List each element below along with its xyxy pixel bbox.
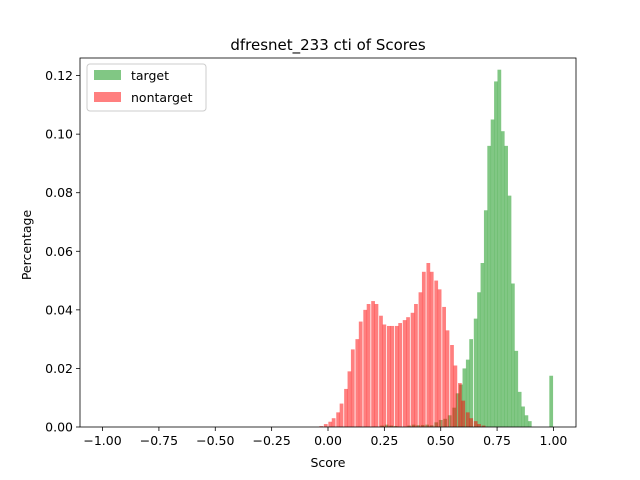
histogram-bar-target	[487, 145, 492, 428]
histogram-bar-nontarget	[387, 325, 391, 427]
histogram-bar-nontarget	[363, 309, 368, 427]
histogram-bar-target	[507, 195, 512, 427]
histogram-bar-nontarget	[481, 425, 486, 427]
histogram-bar-target	[514, 350, 519, 427]
histogram-bar-target	[465, 359, 470, 427]
histogram-bar-target	[447, 415, 452, 427]
histogram-bar-nontarget	[414, 304, 418, 427]
series-nontarget	[319, 263, 486, 427]
histogram-bar-nontarget	[371, 301, 375, 427]
histogram-bar-nontarget	[355, 339, 360, 427]
histogram-bar-target	[469, 339, 474, 427]
histogram-bar-nontarget	[418, 292, 423, 427]
histogram-bar-nontarget	[426, 263, 431, 427]
histogram-bar-nontarget	[358, 321, 363, 427]
histogram-bar-nontarget	[374, 304, 379, 427]
histogram-bar-nontarget	[323, 424, 328, 427]
histogram-bar-nontarget	[336, 412, 341, 427]
x-tick-label: −0.75	[140, 433, 178, 448]
histogram-bar-nontarget	[398, 323, 403, 427]
histogram-bar-nontarget	[477, 424, 481, 427]
histogram-bar-nontarget	[379, 315, 383, 427]
histogram-bar-target	[511, 283, 515, 427]
histogram-bar-target	[473, 318, 478, 427]
y-axis: 0.00 0.02 0.04 0.06 0.08 0.10 0.12	[45, 68, 80, 435]
histogram-bar-nontarget	[437, 289, 442, 427]
legend-swatch-nontarget	[94, 92, 121, 102]
histogram-bar-nontarget	[347, 371, 352, 427]
legend-label-target: target	[131, 68, 169, 83]
x-tick-label: 0.00	[314, 433, 342, 448]
histogram-bar-nontarget	[450, 345, 454, 427]
series-target	[380, 69, 554, 428]
histogram-bar-nontarget	[458, 383, 462, 427]
legend-label-nontarget: nontarget	[131, 90, 193, 105]
histogram-bar-nontarget	[350, 349, 355, 427]
y-tick-label: 0.10	[45, 127, 73, 142]
histogram-bar-nontarget	[465, 412, 470, 427]
histogram-bar-nontarget	[429, 271, 434, 427]
histogram-bar-target	[384, 424, 389, 427]
histogram-bar-nontarget	[394, 325, 399, 427]
x-axis: −1.00 −0.75 −0.50 −0.25 0.00 0.25 0.50 0.75 1.00	[83, 427, 567, 448]
histogram-bar-target	[480, 263, 485, 427]
y-tick-label: 0.04	[45, 302, 73, 317]
x-tick-label: 0.25	[370, 433, 398, 448]
histogram-bar-nontarget	[382, 324, 387, 427]
x-tick-label: −0.25	[252, 433, 290, 448]
histogram-bar-target	[497, 69, 502, 428]
histogram-bar-target	[500, 131, 505, 427]
histogram-bar-nontarget	[442, 306, 446, 427]
histogram-bar-nontarget	[453, 365, 458, 427]
y-tick-label: 0.12	[45, 68, 73, 83]
y-tick-label: 0.08	[45, 185, 73, 200]
y-axis-label: Percentage	[19, 210, 34, 281]
histogram-bar-target	[517, 391, 522, 427]
histogram-bar-nontarget	[339, 403, 344, 427]
legend-swatch-target	[94, 70, 121, 80]
histogram-bar-target	[524, 415, 529, 427]
histogram-bar-nontarget	[421, 271, 426, 427]
y-tick-label: 0.02	[45, 361, 73, 376]
histogram-bar-nontarget	[406, 317, 410, 427]
histogram-bar-nontarget	[469, 418, 474, 427]
histogram-bar-nontarget	[328, 421, 333, 427]
histogram-bar-nontarget	[410, 312, 415, 427]
legend: target nontarget	[86, 63, 207, 112]
histogram-bar-target	[462, 368, 467, 427]
x-tick-label: −1.00	[83, 433, 121, 448]
histogram-bar-target	[521, 406, 525, 427]
histogram-bar-nontarget	[319, 426, 324, 427]
histogram-bar-nontarget	[366, 304, 371, 427]
histogram-bar-target	[455, 393, 460, 427]
histogram-bar-target	[416, 425, 421, 427]
x-tick-label: 0.50	[427, 433, 455, 448]
histogram-bar-target	[527, 421, 532, 427]
histogram-bar-nontarget	[390, 325, 395, 427]
x-axis-label: Score	[310, 455, 345, 470]
plot-area	[79, 57, 577, 428]
y-tick-label: 0.06	[45, 244, 73, 259]
y-tick-label: 0.00	[45, 420, 73, 435]
histogram-bar-target	[483, 210, 488, 427]
x-tick-label: −0.50	[196, 433, 234, 448]
chart-title: dfresnet_233 cti of Scores	[230, 36, 426, 55]
histogram-bar-target	[549, 375, 554, 427]
histogram-bar-nontarget	[331, 418, 336, 427]
histogram-bar-nontarget	[434, 280, 439, 427]
histogram-bar-nontarget	[473, 421, 478, 427]
x-tick-label: 0.75	[483, 433, 511, 448]
histogram-bar-target	[504, 145, 508, 428]
histogram-bar-nontarget	[344, 388, 348, 427]
histogram-bar-nontarget	[445, 330, 450, 427]
histogram-bar-target	[477, 292, 481, 427]
histogram-bar-nontarget	[461, 400, 466, 427]
x-tick-label: 1.00	[540, 433, 568, 448]
histogram-bar-target	[494, 81, 498, 428]
histogram-bar-nontarget	[402, 320, 407, 427]
histogram-bar-target	[490, 119, 495, 427]
